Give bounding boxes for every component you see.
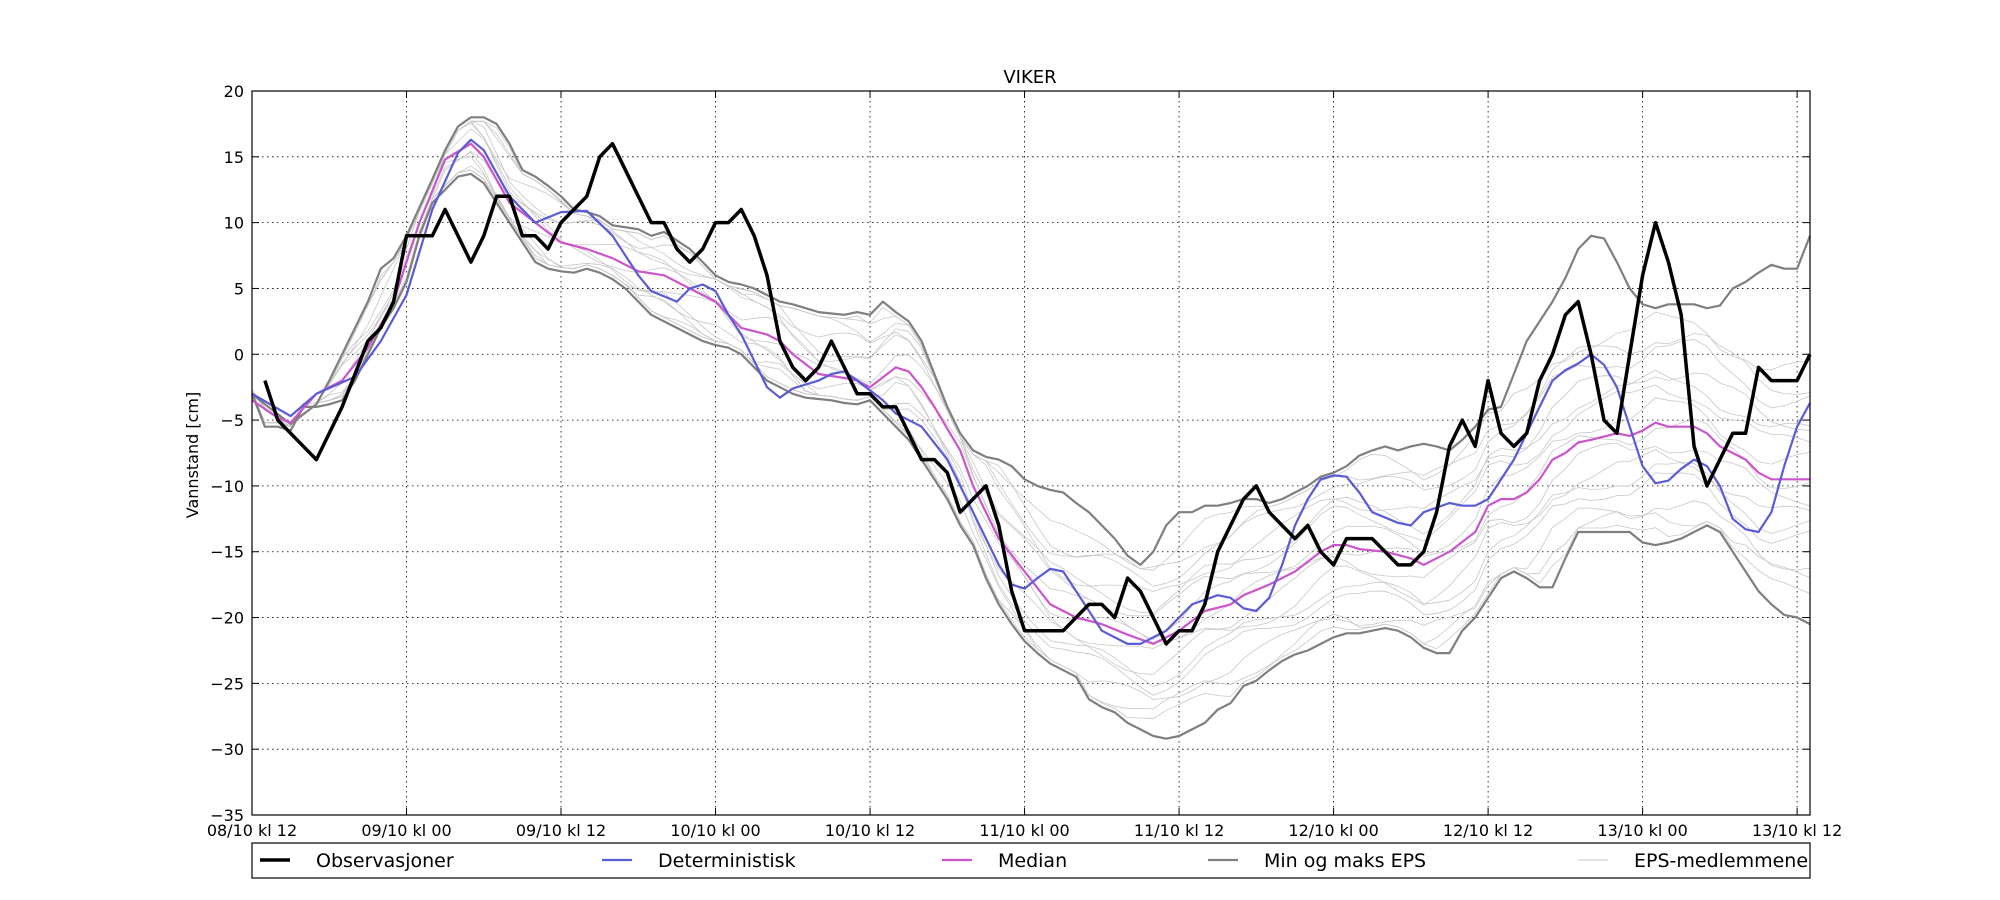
y-tick-label: 0: [234, 345, 244, 364]
chart-title: VIKER: [1003, 67, 1056, 88]
x-tick-label: 10/10 kl 00: [670, 821, 760, 840]
y-tick-label: −5: [220, 411, 244, 430]
eps-member-line: [251, 120, 1811, 571]
eps-members-group: [251, 120, 1811, 720]
y-tick-label: 20: [224, 82, 244, 101]
x-tick-label: 12/10 kl 00: [1288, 821, 1378, 840]
y-tick-label: −25: [210, 674, 244, 693]
eps-member-line: [251, 120, 1811, 614]
eps-member-line: [251, 120, 1811, 587]
x-tick-label: 11/10 kl 00: [979, 821, 1069, 840]
series-group: [250, 116, 1812, 740]
x-tick-label: 11/10 kl 12: [1134, 821, 1224, 840]
y-tick-label: −15: [210, 543, 244, 562]
x-tick-label: 09/10 kl 00: [361, 821, 451, 840]
y-tick-label: −10: [210, 477, 244, 496]
legend-median: Median: [942, 850, 1067, 872]
eps-member-line: [251, 169, 1811, 710]
legend-eps-medlemmene: EPS-medlemmene: [1578, 850, 1808, 872]
y-tick-label: 15: [224, 148, 244, 167]
legend-frame: [251, 842, 1811, 879]
x-tick-label: 10/10 kl 12: [825, 821, 915, 840]
x-tick-label: 08/10 kl 12: [207, 821, 297, 840]
observasjoner-line: [263, 141, 1812, 646]
y-tick-label: −20: [210, 609, 244, 628]
y-tick-label: 5: [234, 279, 244, 298]
legend-label: Observasjoner: [316, 850, 454, 872]
legend-label: Median: [998, 850, 1067, 872]
y-axis-label: Vannstand [cm]: [183, 392, 202, 518]
legend-deterministisk: Deterministisk: [602, 850, 796, 872]
y-tick-label: −30: [210, 740, 244, 759]
legend-label: Min og maks EPS: [1264, 850, 1426, 872]
y-tick-label: 10: [224, 214, 244, 233]
plot-frame: [251, 90, 1811, 816]
deterministisk-line: [251, 138, 1811, 645]
eps-max-line: [251, 116, 1812, 566]
legend: Observasjoner Deterministisk Median Min og …: [251, 842, 1811, 879]
eps-member-line: [251, 128, 1811, 640]
x-tick-label: 12/10 kl 12: [1443, 821, 1533, 840]
axis-ticks: −35 −30 −25 −20 −15 −10 −5 0 5 10 15 20 08/10 kl 12 0…: [207, 82, 1842, 840]
eps-member-line: [251, 120, 1811, 617]
x-tick-label: 09/10 kl 12: [516, 821, 606, 840]
eps-min-line: [250, 172, 1811, 740]
x-tick-label: 13/10 kl 12: [1752, 821, 1842, 840]
x-tick-label: 13/10 kl 00: [1597, 821, 1687, 840]
legend-label: Deterministisk: [658, 850, 796, 872]
legend-min-maks-eps: Min og maks EPS: [1208, 850, 1426, 872]
eps-member-line: [251, 120, 1811, 570]
eps-member-line: [251, 165, 1811, 687]
eps-member-line: [251, 122, 1811, 592]
y-tick-label: −35: [210, 806, 244, 825]
legend-observasjoner: Observasjoner: [260, 850, 454, 872]
median-line: [251, 142, 1810, 645]
legend-label: EPS-medlemmene: [1634, 850, 1808, 872]
